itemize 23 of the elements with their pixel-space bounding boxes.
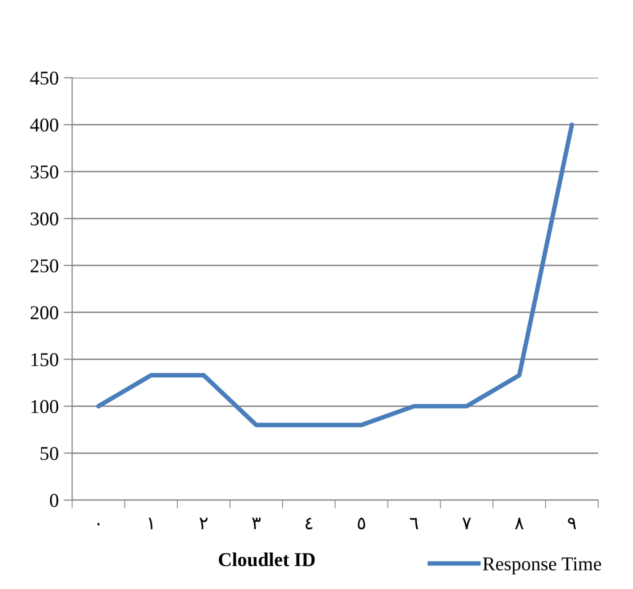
x-tick-label: ٤ xyxy=(306,518,312,530)
x-tick-label: ٩ xyxy=(568,518,576,530)
x-tick-label: ١ xyxy=(148,518,152,530)
legend-label: Response Time xyxy=(482,557,602,574)
y-tick-label: 300 xyxy=(30,212,58,226)
y-tick-label: 150 xyxy=(32,353,58,366)
y-tick-label: 400 xyxy=(30,118,58,132)
x-tick-label: ٧ xyxy=(462,518,471,530)
y-tick-label: 350 xyxy=(30,165,58,179)
y-tick-label: 450 xyxy=(30,72,58,85)
y-tick-label: 0 xyxy=(50,494,58,507)
x-tick-label: ٥ xyxy=(358,518,366,530)
y-tick-label: 200 xyxy=(30,306,58,320)
y-tick-label: 250 xyxy=(30,259,58,272)
x-tick-label: ٠ xyxy=(97,523,100,526)
x-tick-label: ٨ xyxy=(514,518,524,530)
y-tick-label: 50 xyxy=(40,446,58,460)
x-tick-label: ٢ xyxy=(200,518,208,530)
x-tick-label: ٣ xyxy=(252,518,261,530)
line-series xyxy=(96,122,574,428)
y-tick-label: 100 xyxy=(32,400,58,414)
x-tick-label: ٦ xyxy=(410,518,418,530)
x-axis-title: Cloudlet ID xyxy=(218,552,315,566)
